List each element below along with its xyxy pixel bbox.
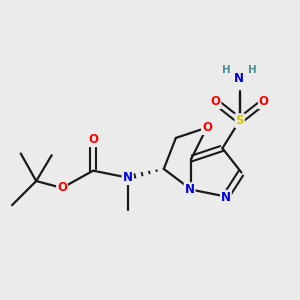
Text: O: O xyxy=(259,95,269,108)
Text: N: N xyxy=(234,72,244,85)
Text: O: O xyxy=(202,121,212,134)
Text: N: N xyxy=(123,171,133,184)
Text: H: H xyxy=(248,65,257,75)
Text: N: N xyxy=(221,191,231,204)
Text: O: O xyxy=(57,182,67,194)
Text: O: O xyxy=(88,133,98,146)
Text: S: S xyxy=(236,114,244,127)
Text: H: H xyxy=(222,65,231,75)
Text: O: O xyxy=(211,95,220,108)
Text: N: N xyxy=(185,183,195,196)
